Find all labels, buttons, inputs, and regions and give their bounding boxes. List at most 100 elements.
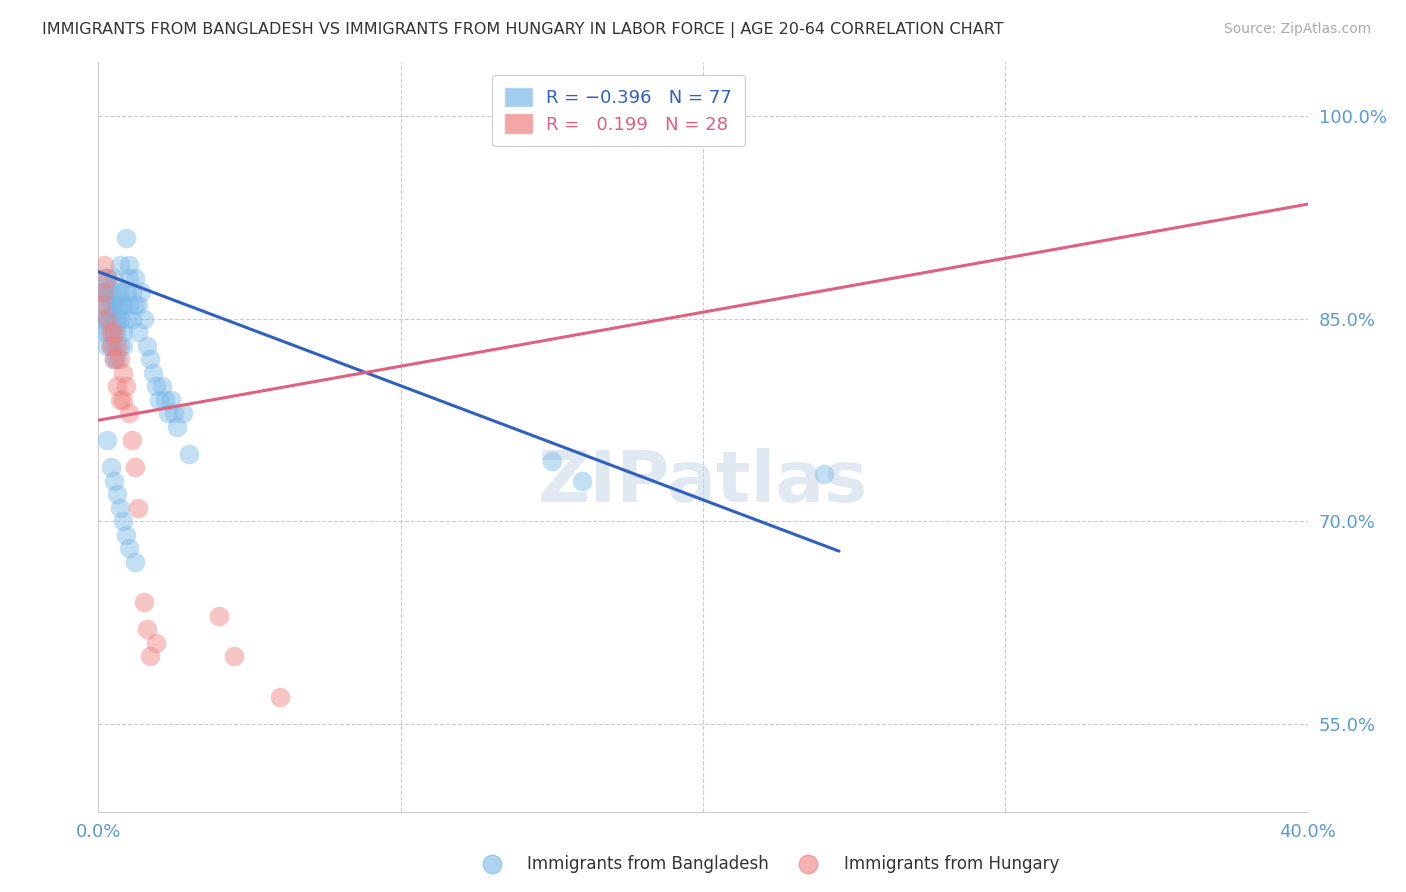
Point xyxy=(142,366,165,380)
Point xyxy=(93,298,115,312)
Point xyxy=(118,407,141,421)
Point xyxy=(93,285,115,299)
Text: IMMIGRANTS FROM BANGLADESH VS IMMIGRANTS FROM HUNGARY IN LABOR FORCE | AGE 20-64: IMMIGRANTS FROM BANGLADESH VS IMMIGRANTS… xyxy=(42,22,1004,38)
Point xyxy=(148,392,170,407)
Point xyxy=(132,312,155,326)
Point xyxy=(100,326,122,340)
Point xyxy=(111,298,134,312)
Point xyxy=(103,298,125,312)
Point xyxy=(96,339,118,353)
Point xyxy=(114,231,136,245)
Point xyxy=(121,285,143,299)
Point xyxy=(111,392,134,407)
Point xyxy=(100,339,122,353)
Point xyxy=(153,392,176,407)
Point xyxy=(797,856,820,871)
Point xyxy=(105,285,128,299)
Point xyxy=(269,690,291,704)
Point xyxy=(114,285,136,299)
Point xyxy=(105,312,128,326)
Point xyxy=(118,258,141,272)
Point xyxy=(100,339,122,353)
Point xyxy=(96,312,118,326)
Point xyxy=(145,379,167,393)
Point xyxy=(100,298,122,312)
Point xyxy=(111,339,134,353)
Point xyxy=(100,285,122,299)
Point xyxy=(108,352,131,367)
Text: Immigrants from Hungary: Immigrants from Hungary xyxy=(844,855,1059,873)
Point xyxy=(145,636,167,650)
Point xyxy=(103,474,125,488)
Point xyxy=(129,285,152,299)
Point xyxy=(90,312,112,326)
Legend: R = −0.396   N = 77, R =   0.199   N = 28: R = −0.396 N = 77, R = 0.199 N = 28 xyxy=(492,75,745,146)
Point xyxy=(121,434,143,448)
Point xyxy=(100,326,122,340)
Point xyxy=(90,298,112,312)
Point xyxy=(114,379,136,393)
Point xyxy=(105,379,128,393)
Point xyxy=(135,623,157,637)
Point xyxy=(172,407,194,421)
Point xyxy=(108,258,131,272)
Point xyxy=(139,352,162,367)
Point xyxy=(103,312,125,326)
Point xyxy=(105,339,128,353)
Point xyxy=(96,434,118,448)
Point xyxy=(103,326,125,340)
Point xyxy=(111,515,134,529)
Point xyxy=(224,649,246,664)
Point xyxy=(118,298,141,312)
Point xyxy=(124,555,146,569)
Point xyxy=(103,339,125,353)
Point xyxy=(103,271,125,285)
Point xyxy=(96,271,118,285)
Point xyxy=(103,326,125,340)
Point xyxy=(103,352,125,367)
Point xyxy=(108,392,131,407)
Point xyxy=(93,258,115,272)
Point xyxy=(93,271,115,285)
Point xyxy=(93,285,115,299)
Point xyxy=(127,326,149,340)
Point xyxy=(114,528,136,542)
Point xyxy=(108,298,131,312)
Point xyxy=(124,298,146,312)
Point xyxy=(96,285,118,299)
Point xyxy=(132,595,155,609)
Point xyxy=(208,609,231,624)
Point xyxy=(93,326,115,340)
Point xyxy=(127,500,149,515)
Point xyxy=(108,312,131,326)
Point xyxy=(121,312,143,326)
Point xyxy=(118,541,141,556)
Point xyxy=(156,407,179,421)
Point xyxy=(135,339,157,353)
Point xyxy=(108,500,131,515)
Point xyxy=(105,352,128,367)
Point xyxy=(571,474,593,488)
Point xyxy=(108,339,131,353)
Point xyxy=(96,326,118,340)
Point xyxy=(114,312,136,326)
Point xyxy=(103,352,125,367)
Point xyxy=(105,298,128,312)
Point xyxy=(139,649,162,664)
Point xyxy=(100,460,122,475)
Point xyxy=(111,366,134,380)
Point xyxy=(166,420,188,434)
Point xyxy=(160,392,183,407)
Point xyxy=(813,467,835,482)
Point xyxy=(163,407,186,421)
Point xyxy=(100,312,122,326)
Point xyxy=(481,856,503,871)
Text: Immigrants from Bangladesh: Immigrants from Bangladesh xyxy=(527,855,769,873)
Point xyxy=(111,326,134,340)
Point xyxy=(118,271,141,285)
Point xyxy=(96,271,118,285)
Point xyxy=(124,460,146,475)
Point xyxy=(96,312,118,326)
Text: ZIPatlas: ZIPatlas xyxy=(538,448,868,516)
Point xyxy=(96,298,118,312)
